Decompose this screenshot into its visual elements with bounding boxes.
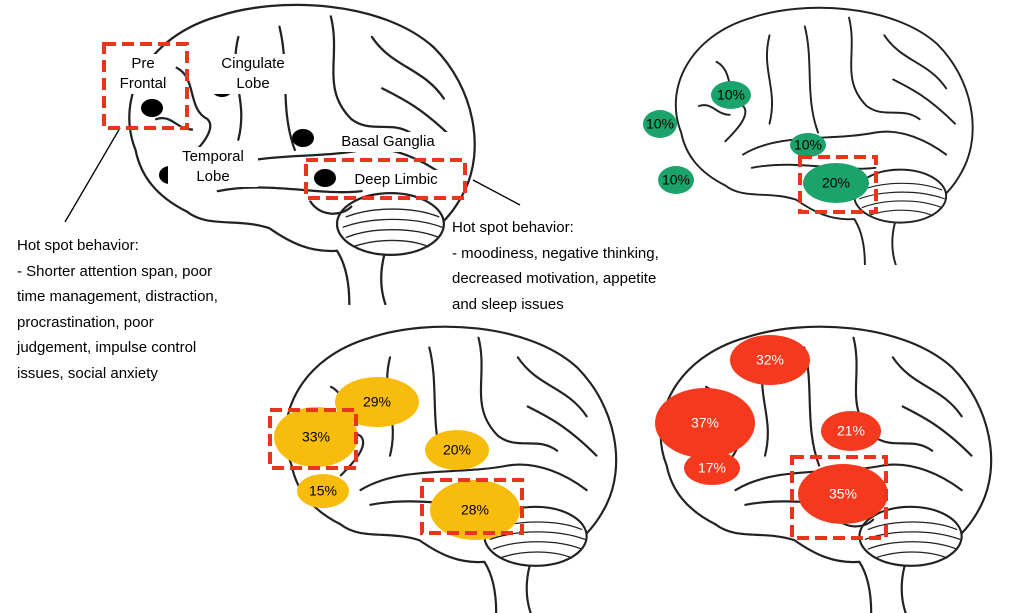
hot-spot-label: 29% (363, 394, 391, 410)
hot-spot-label: 32% (756, 352, 784, 368)
hot-spot-label: 21% (837, 423, 865, 439)
hot-spot-label: 10% (717, 87, 745, 103)
brain-outline (286, 327, 616, 613)
region-label: Basal Ganglia (318, 132, 458, 152)
hot-spot-label: 20% (443, 442, 471, 458)
hot-spot-label: 10% (646, 116, 674, 132)
left-note: Hot spot behavior: - Shorter attention s… (17, 233, 218, 386)
hot-spot-label: 20% (822, 175, 850, 191)
note-line: - Shorter attention span, poor (17, 259, 218, 285)
hot-spot-label: 17% (698, 460, 726, 476)
note-line: and sleep issues (452, 292, 659, 318)
note-line: decreased motivation, appetite (452, 266, 659, 292)
note-line: issues, social anxiety (17, 361, 218, 387)
pointer-line (473, 180, 520, 205)
region-label: Pre Frontal (113, 54, 173, 94)
page: 10% 10% 10% 10% 20% 29% 33% 20% 15% 28% 32% 37% 21% 1… (0, 0, 1019, 613)
region-label: Cingulate Lobe (203, 54, 303, 94)
hot-spot-label: 10% (794, 137, 822, 153)
region-dot (141, 99, 163, 117)
note-heading: Hot spot behavior: (17, 233, 218, 259)
pointer-line (65, 128, 120, 222)
hot-spot-label: 35% (829, 486, 857, 502)
right-note: Hot spot behavior: - moodiness, negative… (452, 215, 659, 317)
brain-outline (676, 8, 973, 265)
region-dot (314, 169, 336, 187)
region-label: Deep Limbic (336, 170, 456, 190)
note-line: time management, distraction, (17, 284, 218, 310)
region-dot (292, 129, 314, 147)
hot-spot-label: 37% (691, 415, 719, 431)
hot-spot-label: 10% (662, 172, 690, 188)
note-line: judgement, impulse control (17, 335, 218, 361)
region-label: Temporal Lobe (168, 147, 258, 187)
note-heading: Hot spot behavior: (452, 215, 659, 241)
hot-spot-label: 33% (302, 429, 330, 445)
note-line: - moodiness, negative thinking, (452, 241, 659, 267)
hot-spot-label: 15% (309, 483, 337, 499)
note-line: procrastination, poor (17, 310, 218, 336)
hot-spot-label: 28% (461, 502, 489, 518)
